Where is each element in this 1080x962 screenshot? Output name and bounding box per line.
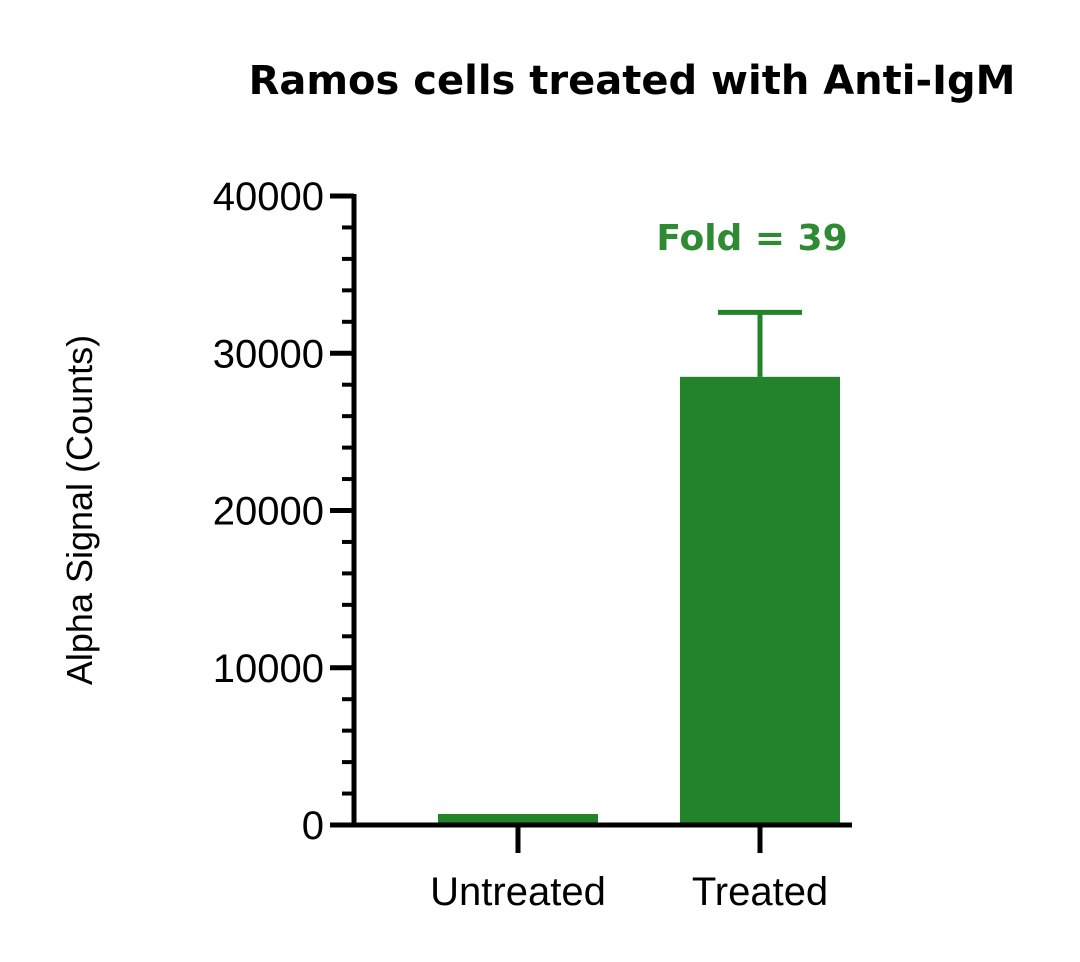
- y-tick-label: 30000: [213, 332, 324, 376]
- x-tick-label-treated: Treated: [692, 870, 828, 914]
- y-tick-label: 10000: [213, 647, 324, 691]
- y-tick-label: 40000: [213, 175, 324, 219]
- y-axis-label: Alpha Signal (Counts): [59, 335, 100, 685]
- bar-untreated: [438, 813, 598, 825]
- chart-title: Ramos cells treated with Anti-IgM: [249, 58, 1016, 104]
- error-bars-group: [718, 309, 802, 377]
- x-tick-label-untreated: Untreated: [430, 870, 606, 914]
- bars-group: [438, 376, 840, 825]
- axes-group: [330, 193, 852, 853]
- bar-treated: [680, 376, 840, 825]
- fold-annotation: Fold = 39: [656, 218, 847, 259]
- y-tick-label: 0: [302, 804, 324, 848]
- tick-labels-group: 0 10000 20000 30000 40000 Untreated Treated: [213, 175, 828, 914]
- y-tick-label: 20000: [213, 490, 324, 534]
